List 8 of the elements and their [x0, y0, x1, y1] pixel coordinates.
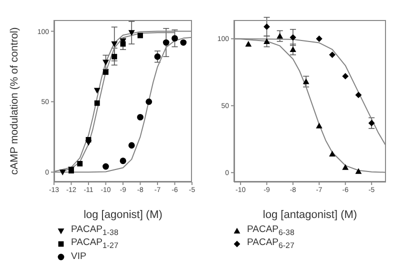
legend-label: PACAP$_{1-38}$ — [71, 224, 118, 237]
legend-label: PACAP$_{6-27}$ — [247, 237, 294, 250]
legend-label: VIP — [71, 251, 86, 262]
legend-label: PACAP$_{1-27}$ — [71, 237, 118, 250]
legend-label: PACAP$_{6-38}$ — [247, 224, 294, 237]
x-axis-title: log [antagonist] (M) — [262, 209, 358, 221]
y-axis-title: cAMP modulation (% of control) — [8, 27, 21, 175]
x-axis-title: log [agonist] (M) — [84, 209, 162, 221]
